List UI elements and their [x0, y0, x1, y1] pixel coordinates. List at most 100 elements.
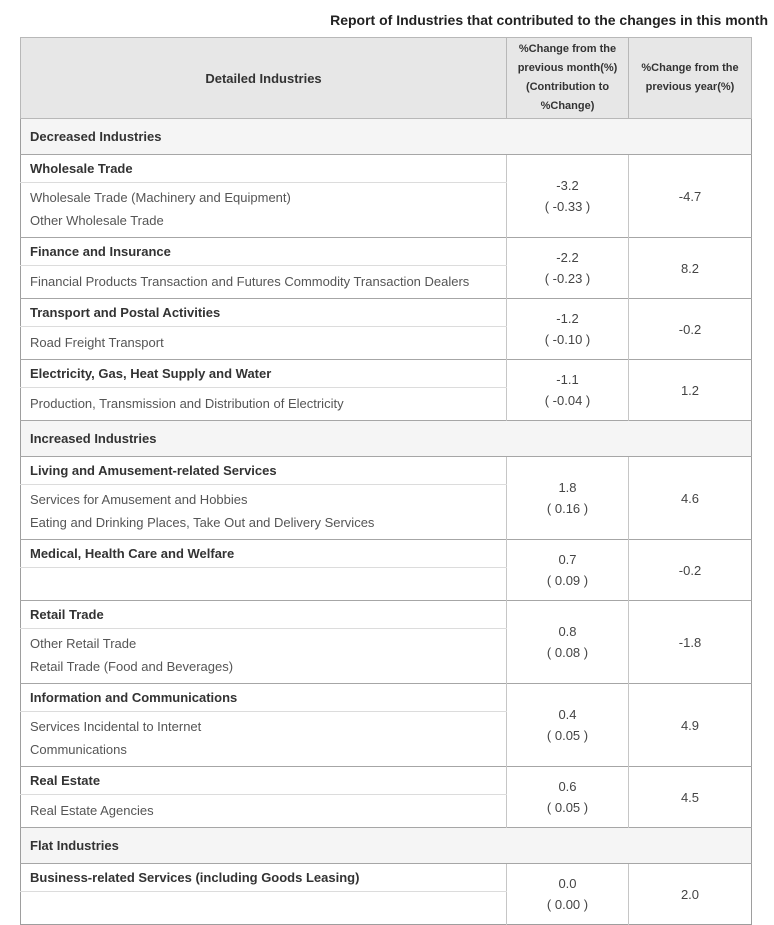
page-title: Report of Industries that contributed to… — [330, 12, 768, 28]
sub-industry: Other Wholesale Trade — [30, 213, 164, 228]
month-change-value: 0.0 — [558, 876, 577, 891]
month-change-value: -3.2 — [556, 178, 579, 193]
sub-industries-row: Financial Products Transaction and Futur… — [21, 266, 752, 299]
industry-name-cell: Transport and Postal Activities — [20, 298, 507, 327]
industry-name-cell: Business-related Services (including Goo… — [20, 863, 507, 892]
industry-group-row: Electricity, Gas, Heat Supply and Water -… — [20, 359, 752, 421]
industry-name-cell: Living and Amusement-related Services — [20, 456, 507, 485]
month-change-cell: 0.4 ( 0.05 ) — [506, 683, 629, 767]
report-table: Detailed Industries %Change from the pre… — [20, 37, 752, 925]
sub-industries-cell: Road Freight Transport — [21, 327, 507, 360]
column-header-detailed-industries: Detailed Industries — [20, 37, 507, 119]
industry-group-row: Medical, Health Care and Welfare 0.7 ( 0.0… — [20, 539, 752, 601]
column-header-year-change: %Change from the previous year(%) — [628, 37, 752, 119]
month-change-cell: -1.2 ( -0.10 ) — [506, 298, 629, 360]
month-contribution-value: ( 0.05 ) — [546, 728, 589, 743]
section-label: Decreased Industries — [20, 118, 752, 155]
section-row: Flat Industries — [20, 827, 752, 864]
month-change-cell: -1.1 ( -0.04 ) — [506, 359, 629, 421]
section-label: Flat Industries — [20, 827, 752, 864]
month-contribution-value: ( -0.23 ) — [544, 271, 591, 286]
month-contribution-value: ( 0.16 ) — [546, 501, 589, 516]
month-change-value: 0.6 — [558, 779, 577, 794]
sub-industries-row: Real Estate Agencies — [21, 795, 752, 828]
month-contribution-value: ( -0.04 ) — [544, 393, 591, 408]
sub-industry: Retail Trade (Food and Beverages) — [30, 659, 234, 674]
month-change-cell: 0.8 ( 0.08 ) — [506, 600, 629, 684]
sub-industries-row: Wholesale Trade (Machinery and Equipment… — [21, 183, 752, 238]
industry-group-row: Transport and Postal Activities -1.2 ( -0.… — [20, 298, 752, 360]
industry-group-row: Business-related Services (including Goo… — [20, 863, 752, 925]
sub-industries-cell — [21, 892, 507, 925]
year-change-cell: 4.5 — [628, 766, 752, 828]
section-row: Decreased Industries — [20, 118, 752, 155]
sub-industries-cell: Production, Transmission and Distributio… — [21, 388, 507, 421]
sub-industries-row: Road Freight Transport — [21, 327, 752, 360]
report-table-header: Detailed Industries %Change from the pre… — [20, 37, 752, 119]
month-change-cell: 0.0 ( 0.00 ) — [506, 863, 629, 925]
year-change-cell: 2.0 — [628, 863, 752, 925]
sub-industry: Eating and Drinking Places, Take Out and… — [30, 515, 375, 530]
industry-group-row: Retail Trade 0.8 ( 0.08 ) -1.8 — [20, 600, 752, 684]
sub-industries-row: Services for Amusement and Hobbies Eating… — [21, 485, 752, 540]
sub-industries-cell: Other Retail Trade Retail Trade (Food and… — [21, 629, 507, 684]
industry-group-row: Information and Communications 0.4 ( 0.05 … — [20, 683, 752, 767]
industry-group-row: Wholesale Trade -3.2 ( -0.33 ) -4.7 — [20, 154, 752, 238]
year-change-cell: 1.2 — [628, 359, 752, 421]
industry-name-cell: Wholesale Trade — [20, 154, 507, 183]
sub-industry: Other Retail Trade — [30, 636, 137, 651]
month-change-cell: 0.6 ( 0.05 ) — [506, 766, 629, 828]
year-change-cell: 4.9 — [628, 683, 752, 767]
industry-name-cell: Finance and Insurance — [20, 237, 507, 266]
sub-industry: Real Estate Agencies — [30, 802, 154, 818]
month-change-cell: -2.2 ( -0.23 ) — [506, 237, 629, 299]
section-label: Increased Industries — [20, 420, 752, 457]
sub-industry: Financial Products Transaction and Futur… — [30, 273, 470, 289]
month-change-value: -1.1 — [556, 372, 579, 387]
industry-name-cell: Medical, Health Care and Welfare — [20, 539, 507, 568]
sub-industries-cell: Services for Amusement and Hobbies Eating… — [21, 485, 507, 540]
sub-industry: Wholesale Trade (Machinery and Equipment… — [30, 190, 291, 205]
industry-group-row: Real Estate 0.6 ( 0.05 ) 4.5 — [20, 766, 752, 828]
sub-industry: Production, Transmission and Distributio… — [30, 395, 344, 411]
industry-name-cell: Real Estate — [20, 766, 507, 795]
header-row: Detailed Industries %Change from the pre… — [20, 37, 752, 119]
industry-name-cell: Electricity, Gas, Heat Supply and Water — [20, 359, 507, 388]
sub-industry: Services Incidental to Internet — [30, 719, 202, 734]
column-header-month-change: %Change from the previous month(%) (Cont… — [506, 37, 629, 119]
sub-industries-row: Other Retail Trade Retail Trade (Food and… — [21, 629, 752, 684]
sub-industries-cell — [21, 568, 507, 601]
month-change-cell: -3.2 ( -0.33 ) — [506, 154, 629, 238]
industry-name-cell: Information and Communications — [20, 683, 507, 712]
sub-industries-row: Services Incidental to Internet Communica… — [21, 712, 752, 767]
month-contribution-value: ( -0.33 ) — [544, 199, 591, 214]
month-change-cell: 1.8 ( 0.16 ) — [506, 456, 629, 540]
month-contribution-value: ( 0.08 ) — [546, 645, 589, 660]
month-change-cell: 0.7 ( 0.09 ) — [506, 539, 629, 601]
month-change-value: -1.2 — [556, 311, 579, 326]
sub-industries-row: Production, Transmission and Distributio… — [21, 388, 752, 421]
sub-industries-cell: Services Incidental to Internet Communica… — [21, 712, 507, 767]
month-change-value: 0.4 — [558, 707, 577, 722]
sub-industries-cell: Wholesale Trade (Machinery and Equipment… — [21, 183, 507, 238]
sub-industry: Services for Amusement and Hobbies — [30, 492, 248, 507]
month-change-value: 0.7 — [558, 552, 577, 567]
year-change-cell: -4.7 — [628, 154, 752, 238]
month-contribution-value: ( 0.00 ) — [546, 897, 589, 912]
section-row: Increased Industries — [20, 420, 752, 457]
month-contribution-value: ( -0.10 ) — [544, 332, 591, 347]
sub-industry: Road Freight Transport — [30, 334, 164, 350]
sub-industries-cell: Real Estate Agencies — [21, 795, 507, 828]
month-contribution-value: ( 0.09 ) — [546, 573, 589, 588]
sub-industry: Communications — [30, 742, 127, 757]
industry-name-cell: Retail Trade — [20, 600, 507, 629]
year-change-cell: -0.2 — [628, 298, 752, 360]
year-change-cell: 8.2 — [628, 237, 752, 299]
sub-industries-cell: Financial Products Transaction and Futur… — [21, 266, 507, 299]
year-change-cell: -0.2 — [628, 539, 752, 601]
year-change-cell: -1.8 — [628, 600, 752, 684]
month-contribution-value: ( 0.05 ) — [546, 800, 589, 815]
month-change-value: 0.8 — [558, 624, 577, 639]
month-change-value: 1.8 — [558, 480, 577, 495]
year-change-cell: 4.6 — [628, 456, 752, 540]
